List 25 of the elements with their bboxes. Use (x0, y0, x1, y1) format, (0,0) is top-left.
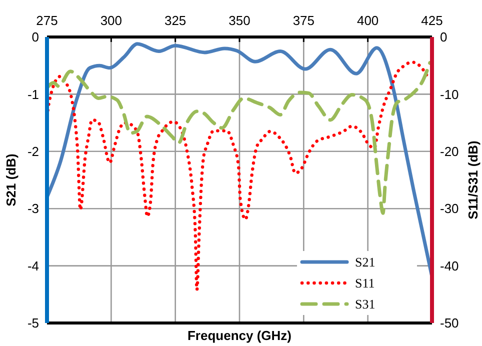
y2-tick-label: -10 (440, 86, 459, 102)
y-tick-label: -5 (27, 316, 39, 331)
y-tick-label: -1 (27, 86, 39, 102)
y2-tick-label: -20 (440, 144, 459, 159)
y-tick-label: 0 (32, 30, 39, 45)
legend-label: S21 (355, 254, 376, 270)
x-tick-label: 275 (36, 13, 58, 28)
y2-tick-label: -30 (440, 201, 459, 216)
y-tick-label: -3 (27, 201, 39, 216)
y-tick-label: -4 (27, 258, 39, 274)
y2-tick-label: -50 (440, 316, 459, 331)
y-tick-label: -2 (27, 144, 39, 159)
y2-tick-label: -40 (440, 258, 459, 274)
legend-label: S31 (355, 296, 376, 312)
x-tick-label: 325 (164, 13, 186, 28)
x-axis-title: Frequency (GHz) (187, 328, 292, 343)
y2-tick-label: 0 (440, 30, 448, 45)
y2-axis-title: S11/S31 (dB) (466, 140, 481, 220)
x-tick-label: 400 (356, 13, 379, 28)
x-tick-label: 375 (292, 13, 315, 28)
legend-label: S11 (355, 276, 375, 291)
y-axis-title: S21 (dB) (4, 154, 19, 206)
x-tick-label: 350 (228, 13, 250, 28)
x-tick-label: 425 (421, 13, 443, 28)
x-tick-label: 300 (100, 13, 122, 28)
